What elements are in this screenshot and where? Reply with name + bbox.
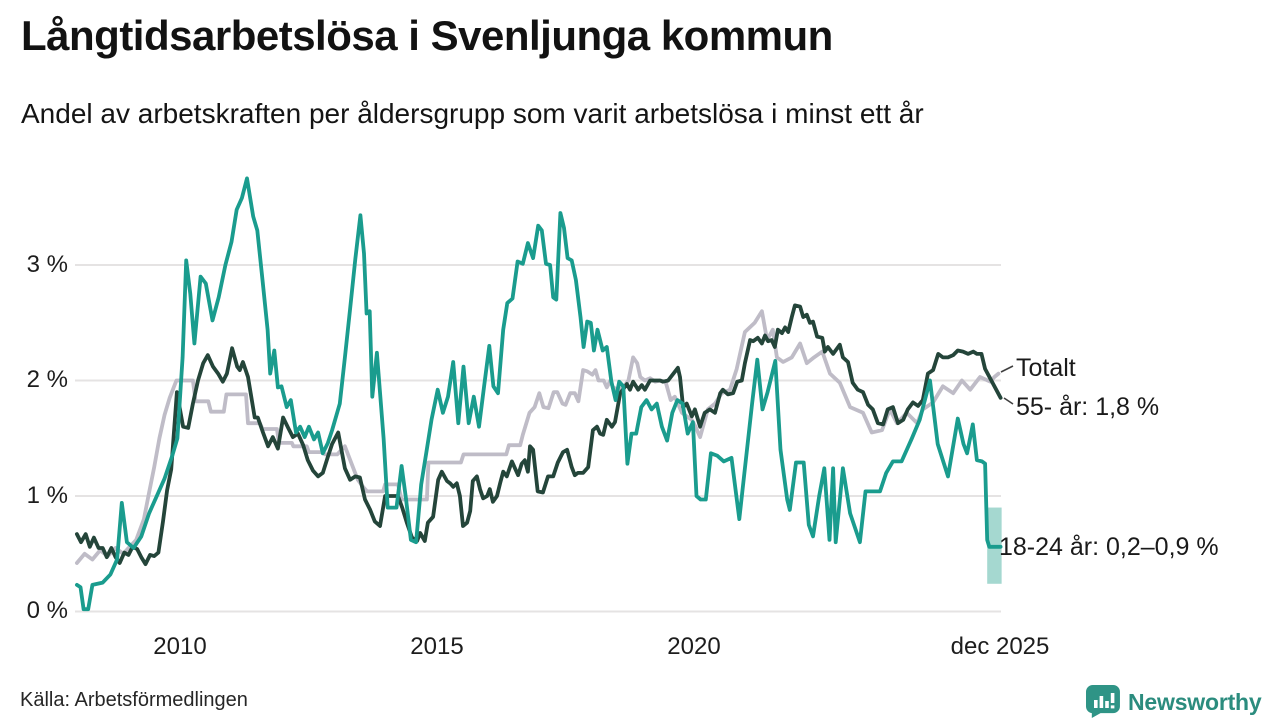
y-axis-tick: 1 % [26, 482, 68, 509]
series-line-older [75, 303, 1003, 566]
page-title: Långtidsarbetslösa i Svenljunga kommun [21, 12, 833, 59]
newsworthy-logo: Newsworthy [1086, 685, 1262, 719]
x-axis-tick: 2020 [667, 633, 721, 660]
series-line-total [75, 309, 1001, 565]
page-subtitle: Andel av arbetskraften per åldersgrupp s… [21, 98, 924, 129]
label-connector-total [1000, 365, 1014, 373]
series-label-youth: 18-24 år: 0,2–0,9 % [999, 533, 1219, 561]
x-axis-tick: 2015 [410, 633, 464, 660]
newsworthy-logo-icon [1086, 685, 1120, 718]
source-note: Källa: Arbetsförmedlingen [20, 689, 248, 711]
y-axis-tick: 0 % [26, 597, 68, 624]
y-axis-tick: 2 % [26, 366, 68, 393]
newsworthy-logo-text: Newsworthy [1128, 688, 1262, 715]
y-axis-tick: 3 % [26, 251, 68, 278]
series-label-older: 55- år: 1,8 % [1016, 393, 1160, 421]
series-label-total: Totalt [1016, 354, 1076, 382]
x-axis-tick: dec 2025 [950, 633, 1050, 660]
label-connector-older [1003, 397, 1014, 405]
x-axis-tick: 2010 [153, 633, 207, 660]
series-line-youth [75, 176, 1003, 612]
